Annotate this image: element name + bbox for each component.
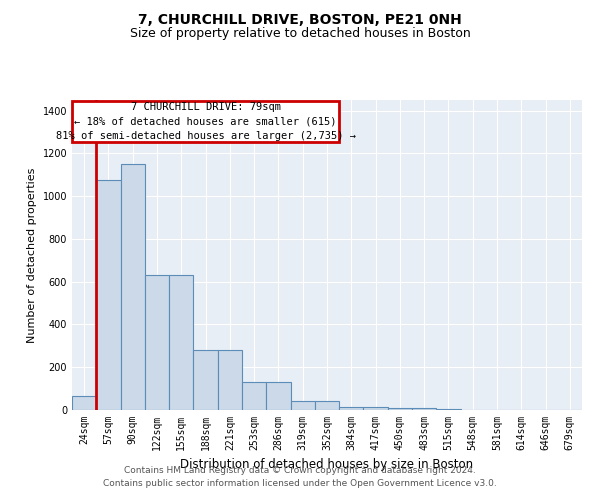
- Bar: [266, 382, 290, 410]
- Bar: [121, 164, 145, 410]
- Bar: [412, 408, 436, 410]
- Text: 7 CHURCHILL DRIVE: 79sqm
← 18% of detached houses are smaller (615)
81% of semi-: 7 CHURCHILL DRIVE: 79sqm ← 18% of detach…: [56, 102, 356, 141]
- Bar: [242, 382, 266, 410]
- Bar: [96, 180, 121, 410]
- Text: Size of property relative to detached houses in Boston: Size of property relative to detached ho…: [130, 28, 470, 40]
- Y-axis label: Number of detached properties: Number of detached properties: [27, 168, 37, 342]
- Bar: [315, 402, 339, 410]
- Bar: [145, 276, 169, 410]
- Bar: [388, 408, 412, 410]
- Bar: [290, 402, 315, 410]
- Bar: [72, 396, 96, 410]
- X-axis label: Distribution of detached houses by size in Boston: Distribution of detached houses by size …: [181, 458, 473, 471]
- Bar: [169, 276, 193, 410]
- Text: 7, CHURCHILL DRIVE, BOSTON, PE21 0NH: 7, CHURCHILL DRIVE, BOSTON, PE21 0NH: [138, 12, 462, 26]
- Bar: [193, 350, 218, 410]
- Bar: [339, 407, 364, 410]
- Bar: [72, 101, 339, 141]
- Bar: [218, 350, 242, 410]
- Bar: [364, 407, 388, 410]
- Text: Contains HM Land Registry data © Crown copyright and database right 2024.
Contai: Contains HM Land Registry data © Crown c…: [103, 466, 497, 487]
